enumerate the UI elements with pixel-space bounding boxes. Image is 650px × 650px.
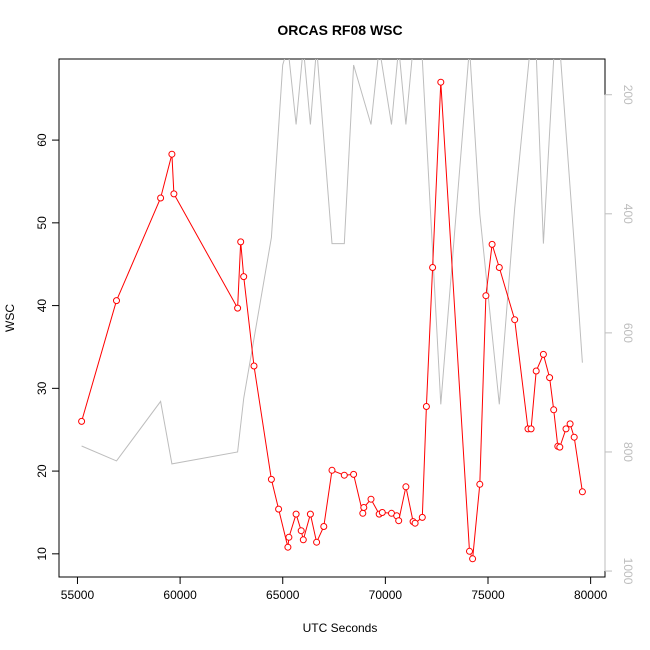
data-point: [550, 406, 558, 414]
data-point: [476, 480, 484, 488]
gray-series-layer: [81, 59, 583, 465]
y-tick-label: 10: [35, 547, 49, 561]
plot-frame: [58, 58, 606, 578]
data-point: [488, 240, 496, 248]
right-axis: 200 400 600 800 1000: [604, 85, 635, 585]
data-point: [240, 273, 248, 281]
data-point: [299, 536, 307, 544]
data-point: [539, 350, 547, 358]
y-axis-label: WSC: [3, 304, 17, 332]
data-point: [297, 527, 305, 535]
data-point: [170, 190, 178, 198]
y-tick-label: 40: [35, 299, 49, 313]
data-point: [157, 194, 165, 202]
data-point: [359, 509, 367, 517]
data-point: [418, 513, 426, 521]
data-point: [328, 466, 336, 474]
data-point: [546, 374, 554, 382]
data-point: [267, 475, 275, 483]
right-tick-label: 800: [621, 442, 635, 462]
data-point: [556, 443, 564, 451]
chart-title: ORCAS RF08 WSC: [277, 22, 402, 38]
data-point: [237, 238, 245, 246]
data-point: [482, 292, 490, 300]
data-point: [566, 420, 574, 428]
data-point: [429, 264, 437, 271]
data-point: [437, 78, 445, 86]
data-point: [422, 403, 430, 410]
data-point: [527, 425, 535, 433]
y-axis: 10 20 30 40 50 60: [35, 133, 60, 561]
data-point: [306, 510, 314, 518]
data-point: [275, 505, 283, 513]
x-tick-label: 55000: [61, 588, 95, 602]
data-point: [469, 555, 477, 563]
y-tick-label: 50: [35, 216, 49, 230]
data-point: [578, 488, 586, 496]
data-point: [395, 517, 403, 525]
data-point: [285, 533, 293, 541]
data-point: [113, 297, 120, 305]
x-axis: 55000 60000 65000 70000 75000 80000: [61, 576, 608, 602]
data-point: [367, 495, 375, 503]
data-point: [495, 264, 503, 271]
data-point: [234, 304, 242, 312]
data-point: [562, 425, 570, 433]
x-tick-label: 65000: [266, 588, 300, 602]
x-tick-label: 60000: [163, 588, 197, 602]
data-point: [360, 504, 368, 511]
right-tick-label: 1000: [621, 558, 635, 585]
right-tick-label: 400: [621, 204, 635, 224]
data-point: [532, 367, 540, 375]
y-tick-label: 60: [35, 133, 49, 147]
data-point: [378, 509, 386, 516]
data-point: [411, 519, 419, 527]
right-tick-label: 600: [621, 323, 635, 343]
right-tick-label: 200: [621, 85, 635, 105]
series-line-0: [81, 82, 583, 559]
y-tick-label: 30: [35, 381, 49, 395]
x-axis-label: UTC Seconds: [303, 621, 378, 635]
data-point: [292, 510, 300, 518]
x-tick-label: 80000: [574, 588, 608, 602]
data-point: [78, 417, 86, 425]
data-point: [313, 538, 321, 546]
data-point: [570, 433, 578, 441]
data-point: [320, 523, 328, 530]
y-tick-label: 20: [35, 464, 49, 478]
data-point: [284, 543, 292, 551]
red-series-layer: [78, 78, 586, 563]
data-point: [250, 362, 258, 370]
data-point: [350, 470, 358, 478]
data-point: [340, 471, 348, 479]
series-line-1: [81, 59, 583, 465]
data-point: [168, 150, 176, 158]
data-point: [511, 316, 519, 324]
x-tick-label: 75000: [471, 588, 505, 602]
data-point: [402, 483, 410, 491]
data-point: [466, 547, 473, 555]
x-tick-label: 70000: [369, 588, 403, 602]
